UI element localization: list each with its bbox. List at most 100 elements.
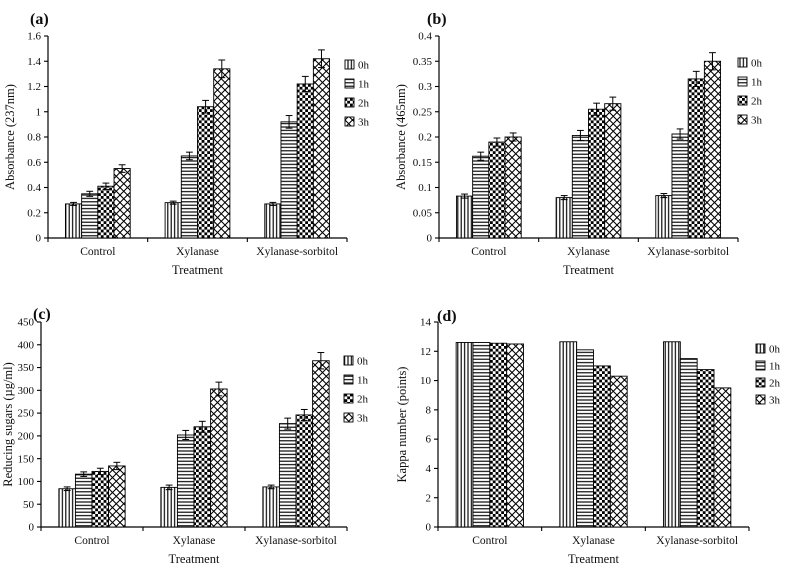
panel-label: (a) xyxy=(30,11,49,28)
bar-2h-control xyxy=(91,470,110,528)
legend-label-3h: 3h xyxy=(751,115,763,127)
legend-label-0h: 0h xyxy=(357,356,369,368)
y-tick-label: 0.35 xyxy=(413,56,433,68)
bar-0h-xylanase-sorbitol xyxy=(262,486,280,528)
y-tick-label: 150 xyxy=(18,453,35,465)
panel-label: (b) xyxy=(427,11,447,28)
y-tick-label: 0 xyxy=(29,522,35,534)
bar-0h-xylanase-sorbitol xyxy=(663,341,681,528)
bar-0h-xylanase-sorbitol xyxy=(264,203,282,239)
y-tick-label: 4 xyxy=(426,463,432,475)
bar-3h-control xyxy=(504,136,522,239)
legend-label-1h: 1h xyxy=(751,77,763,89)
x-axis-title: Treatment xyxy=(169,552,220,566)
bar-2h-xylanase xyxy=(193,426,212,528)
legend-swatch-3h xyxy=(755,394,766,405)
legend-label-2h: 2h xyxy=(357,394,369,406)
category-label: Xylanase xyxy=(572,535,615,547)
y-tick-label: 200 xyxy=(18,430,35,442)
y-tick-label: 0 xyxy=(426,522,432,534)
bar-1h-control xyxy=(472,342,491,528)
bar-3h-xylanase-sorbitol xyxy=(713,387,732,528)
legend-swatch-2h xyxy=(344,97,355,108)
category-label: Control xyxy=(471,246,506,258)
y-axis-title: Reducing sugars (µg/ml) xyxy=(1,362,15,487)
category-label: Xylanase-sorbitol xyxy=(255,535,337,547)
legend-swatch-0h xyxy=(344,59,355,70)
bar-1h-xylanase-sorbitol xyxy=(671,133,689,239)
y-tick-label: 0.25 xyxy=(413,106,433,118)
category-label: Xylanase xyxy=(173,535,216,547)
legend-swatch-0h xyxy=(737,57,748,68)
bar-3h-xylanase xyxy=(210,388,228,528)
legend-swatch-3h xyxy=(343,412,354,423)
category-label: Xylanase-sorbitol xyxy=(656,535,738,547)
y-tick-label: 1 xyxy=(36,106,42,118)
bar-3h-xylanase-sorbitol xyxy=(312,360,330,528)
y-tick-label: 8 xyxy=(426,404,432,416)
bar-0h-xylanase xyxy=(164,202,182,239)
chart-c-reducing-sugars: 0 50 100 150 200 250 300 350 400 450 Control Xylana… xyxy=(1,306,369,566)
y-tick-label: 0.2 xyxy=(27,207,41,219)
category-label: Control xyxy=(80,246,115,258)
y-tick-label: 1.4 xyxy=(27,56,41,68)
legend-swatch-1h xyxy=(343,374,354,385)
y-tick-label: 50 xyxy=(23,499,35,511)
y-tick-label: 350 xyxy=(18,362,35,374)
y-tick-label: 0 xyxy=(36,233,42,245)
legend-label-3h: 3h xyxy=(769,395,781,407)
bar-0h-control xyxy=(455,195,474,239)
bar-2h-xylanase-sorbitol xyxy=(687,78,705,239)
bar-1h-xylanase xyxy=(176,434,195,528)
bar-0h-control xyxy=(455,342,474,528)
legend-label-1h: 1h xyxy=(769,361,781,373)
bar-0h-control xyxy=(58,488,76,528)
legend-swatch-2h xyxy=(737,95,748,106)
bar-3h-xylanase xyxy=(604,103,622,239)
legend-swatch-2h xyxy=(343,393,354,404)
bar-0h-xylanase-sorbitol xyxy=(655,195,673,239)
y-tick-label: 0.05 xyxy=(413,207,433,219)
legend-swatch-1h xyxy=(344,78,355,89)
bar-2h-xylanase xyxy=(593,365,611,528)
y-tick-label: 0.6 xyxy=(27,157,41,169)
x-axis-title: Treatment xyxy=(568,552,619,566)
bar-0h-xylanase xyxy=(555,197,573,239)
bar-1h-control xyxy=(472,155,490,239)
panel-b: 0 0.05 0.1 0.15 0.2 0.25 0.3 0.35 0.4 Control Xyla… xyxy=(392,0,785,290)
bar-2h-xylanase-sorbitol xyxy=(296,83,314,239)
y-tick-label: 0.8 xyxy=(27,132,41,144)
bar-3h-xylanase xyxy=(213,68,231,239)
panel-label: (d) xyxy=(437,308,457,325)
y-tick-label: 300 xyxy=(18,385,35,397)
legend-label-3h: 3h xyxy=(357,413,369,425)
legend-label-1h: 1h xyxy=(358,79,370,91)
y-tick-label: 0.1 xyxy=(418,182,432,194)
category-label: Control xyxy=(74,535,109,547)
bar-1h-xylanase xyxy=(180,155,198,239)
bar-1h-control xyxy=(81,193,99,239)
bar-1h-control xyxy=(74,473,93,528)
legend-swatch-3h xyxy=(344,116,355,127)
bar-3h-control xyxy=(108,465,126,528)
y-tick-label: 450 xyxy=(18,317,35,329)
legend-swatch-1h xyxy=(737,76,748,87)
chart-a-absorbance-237nm: 0 0.2 0.4 0.6 0.8 1 1.2 1.4 1.6 Control Xylanase Xy… xyxy=(3,11,370,277)
y-tick-label: 0.4 xyxy=(27,182,41,194)
legend-swatch-1h xyxy=(755,360,766,371)
x-axis-title: Treatment xyxy=(563,263,614,277)
y-tick-label: 0.4 xyxy=(418,31,432,43)
bar-2h-xylanase xyxy=(588,108,606,239)
legend-swatch-0h xyxy=(343,355,354,366)
bar-1h-xylanase-sorbitol xyxy=(278,423,297,528)
y-tick-label: 10 xyxy=(420,375,432,387)
chart-b-absorbance-465nm: 0 0.05 0.1 0.15 0.2 0.25 0.3 0.35 0.4 Control Xyla… xyxy=(394,11,763,277)
panel-a: 0 0.2 0.4 0.6 0.8 1 1.2 1.4 1.6 Control Xylanase Xy… xyxy=(0,0,392,290)
category-label: Xylanase-sorbitol xyxy=(647,246,729,258)
y-tick-label: 6 xyxy=(426,434,432,446)
category-label: Xylanase xyxy=(567,246,610,258)
bar-2h-xylanase-sorbitol xyxy=(295,414,314,528)
y-tick-label: 250 xyxy=(18,408,35,420)
y-axis-title: Absorbance (465nm) xyxy=(394,84,408,190)
bar-1h-xylanase-sorbitol xyxy=(679,358,698,528)
